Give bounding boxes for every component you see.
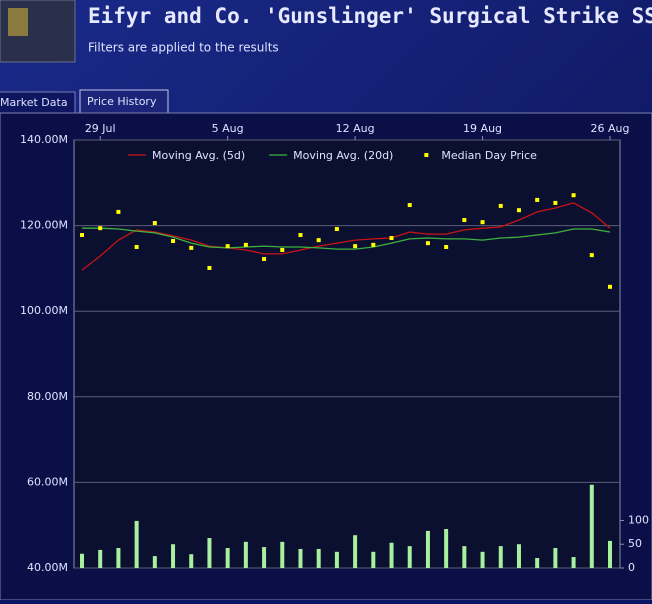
legend-swatch <box>424 153 429 157</box>
volume-bar <box>371 551 376 568</box>
median-point <box>589 253 594 258</box>
y-tick-label: 120.00M <box>20 219 68 232</box>
median-point <box>225 244 230 249</box>
y2-tick-label: 100 <box>628 513 649 526</box>
median-point <box>152 221 157 226</box>
median-point <box>353 244 358 249</box>
volume-bar <box>498 546 503 568</box>
volume-bar <box>589 484 594 568</box>
volume-bar <box>553 548 558 568</box>
volume-bar <box>116 548 121 568</box>
median-point <box>262 256 267 261</box>
volume-bar <box>280 541 285 568</box>
volume-bar <box>189 554 194 568</box>
moving-average-line <box>82 227 611 250</box>
x-tick-label: 26 Aug <box>591 122 630 135</box>
volume-bar <box>334 551 339 568</box>
y-tick-label: 60.00M <box>27 475 68 488</box>
volume-bar <box>407 546 412 568</box>
volume-bar <box>462 546 467 568</box>
y-tick-label: 100.00M <box>20 304 68 317</box>
item-title: Eifyr and Co. 'Gunslinger' Surgical Stri… <box>88 4 652 28</box>
x-tick-label: 12 Aug <box>336 122 375 135</box>
median-point <box>571 193 576 198</box>
volume-bar <box>571 557 576 568</box>
median-point <box>516 208 521 213</box>
volume-bar <box>480 551 485 568</box>
legend-label: Moving Avg. (5d) <box>152 149 245 162</box>
volume-bar <box>425 530 430 568</box>
median-point <box>80 233 84 238</box>
volume-bar <box>353 535 358 568</box>
median-point <box>371 242 376 247</box>
median-point <box>134 245 139 249</box>
volume-bar <box>516 544 521 568</box>
volume-bar <box>98 549 103 568</box>
median-point <box>389 236 394 241</box>
median-point <box>207 265 212 270</box>
volume-bar <box>225 548 230 568</box>
tab-label[interactable]: Price History <box>87 95 157 108</box>
x-tick-label: 5 Aug <box>212 122 244 135</box>
volume-bar <box>389 542 394 568</box>
y-tick-label: 40.00M <box>27 561 68 574</box>
subtitle: Filters are applied to the results <box>88 41 279 55</box>
icon-detail <box>8 8 28 36</box>
median-point <box>535 197 540 202</box>
median-point <box>334 227 339 232</box>
volume-bar <box>262 547 267 568</box>
median-point <box>498 203 503 208</box>
legend-label: Median Day Price <box>441 149 537 162</box>
median-point <box>298 233 303 238</box>
moving-average-line <box>81 202 611 271</box>
median-point <box>480 220 485 225</box>
y2-tick-label: 0 <box>628 561 635 574</box>
y-tick-label: 80.00M <box>27 390 68 403</box>
median-point <box>553 200 558 205</box>
tab-label[interactable]: Market Data <box>0 96 68 109</box>
volume-bar <box>535 558 540 568</box>
volume-bar <box>444 529 449 568</box>
median-point <box>98 226 103 231</box>
median-point <box>116 209 121 214</box>
median-point <box>243 242 248 247</box>
volume-bar <box>80 553 84 568</box>
median-point <box>171 239 176 244</box>
median-point <box>189 245 194 250</box>
median-point <box>280 247 285 252</box>
median-point <box>407 203 412 208</box>
volume-bar <box>243 541 248 568</box>
volume-bar <box>207 538 212 568</box>
median-point <box>608 284 612 289</box>
median-point <box>316 238 321 243</box>
volume-bar <box>298 548 303 568</box>
median-point <box>425 241 430 246</box>
legend-label: Moving Avg. (20d) <box>293 149 393 162</box>
median-point <box>462 218 467 223</box>
y2-tick-label: 50 <box>628 537 642 550</box>
volume-bar <box>316 548 321 568</box>
plot-area <box>73 139 621 569</box>
volume-bar <box>134 520 139 568</box>
median-point <box>444 245 449 249</box>
volume-bar <box>608 540 612 568</box>
x-tick-label: 29 Jul <box>85 122 116 135</box>
y-tick-label: 140.00M <box>20 133 68 146</box>
x-tick-label: 19 Aug <box>463 122 502 135</box>
volume-bar <box>171 544 176 568</box>
volume-bar <box>152 556 157 568</box>
